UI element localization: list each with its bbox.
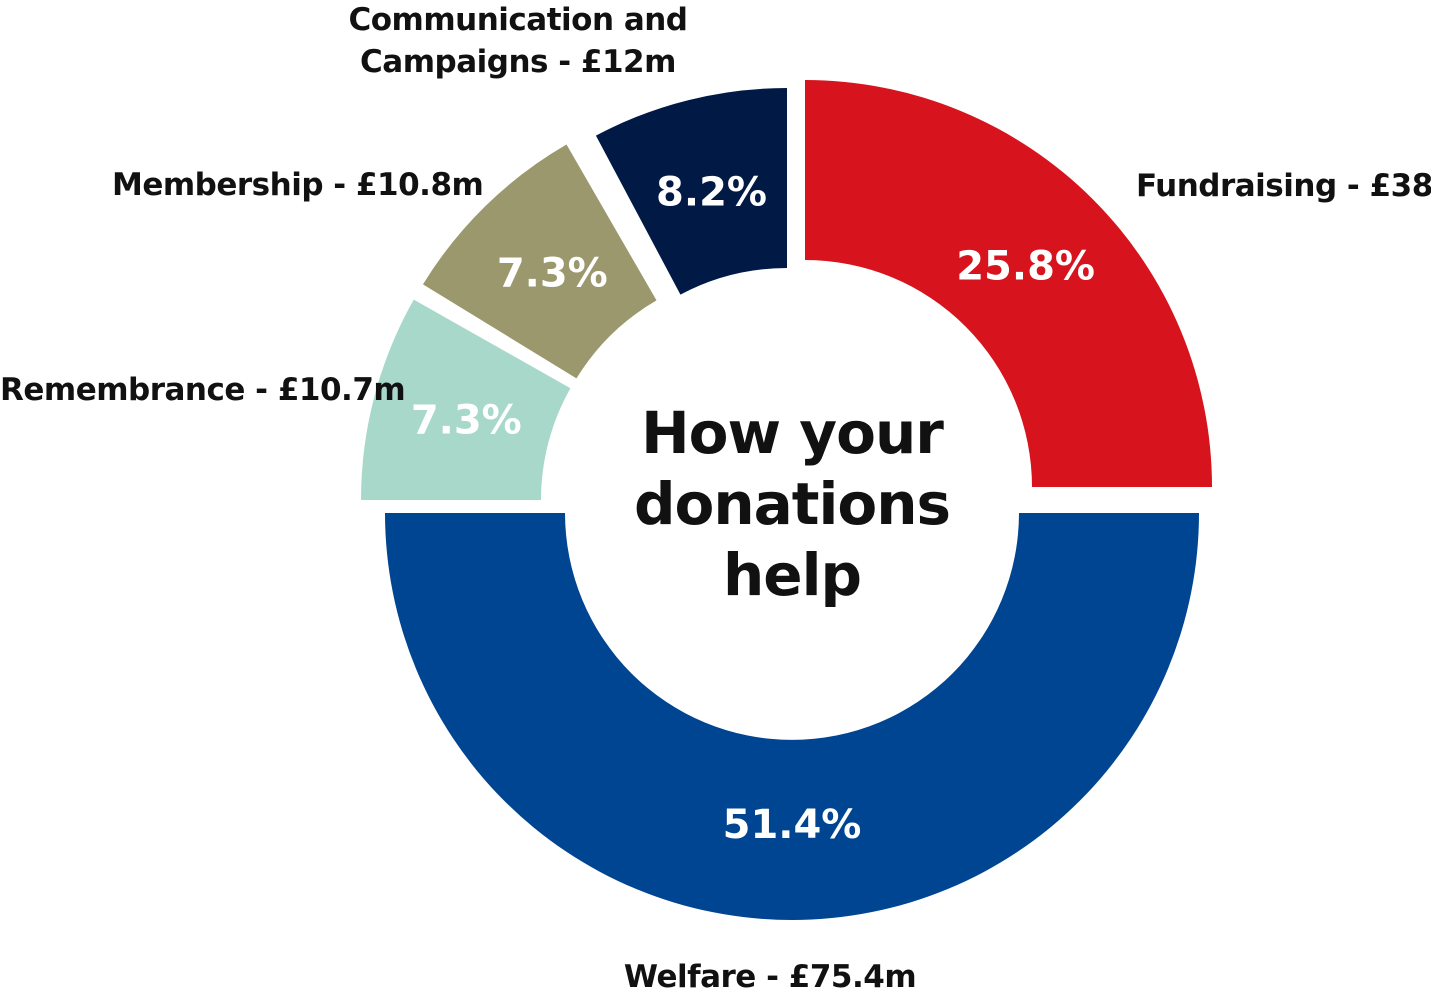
chart-title-line-3: help (723, 541, 861, 609)
percent-label-communication-and-campaigns: 8.2% (656, 169, 767, 215)
slice-remembrance (361, 299, 571, 500)
percent-label-remembrance: 7.3% (411, 398, 522, 444)
chart-title-line-2: donations (634, 470, 950, 538)
slice-fundraising (805, 80, 1212, 487)
percent-label-membership: 7.3% (497, 251, 608, 297)
label-communication-line-2: Campaigns - £12m (360, 44, 676, 80)
percent-label-fundraising: 25.8% (956, 243, 1095, 289)
label-remembrance: Remembrance - £10.7m (0, 372, 405, 408)
label-membership: Membership - £10.8m (112, 167, 483, 203)
slices (361, 80, 1212, 920)
label-welfare: Welfare - £75.4m (624, 959, 916, 991)
label-communication-line-1: Communication and (349, 2, 688, 38)
percent-label-welfare: 51.4% (723, 802, 862, 848)
slice-welfare (385, 513, 1199, 920)
slice-membership (422, 144, 657, 379)
percent-labels: 25.8% 51.4% 7.3% 7.3% 8.2% (411, 169, 1095, 848)
chart-title-line-1: How your (641, 399, 944, 467)
slice-communication-and-campaigns (595, 88, 787, 295)
label-fundraising: Fundraising - £38m (1136, 168, 1431, 204)
